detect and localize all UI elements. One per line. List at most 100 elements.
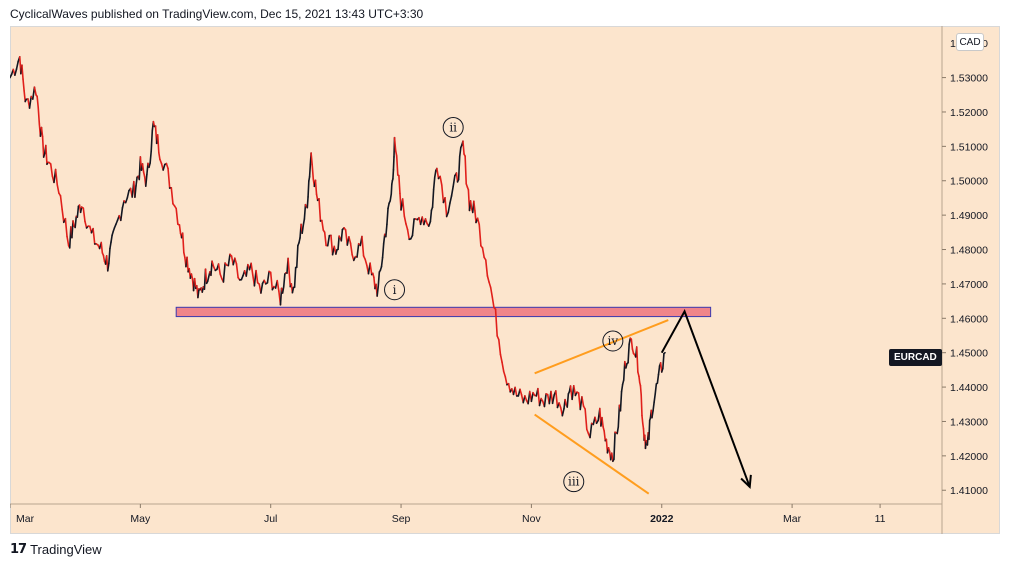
wave-label: ii (449, 120, 457, 134)
y-tick-label: 1.51000 (950, 141, 988, 153)
price-segment (56, 183, 60, 194)
price-segment (431, 188, 435, 209)
price-segment (376, 285, 380, 297)
price-segment (318, 198, 322, 222)
price-segment (486, 275, 490, 283)
price-segment (630, 338, 634, 350)
price-segment (64, 217, 68, 238)
price-segment (507, 382, 512, 393)
price-segment (170, 186, 174, 205)
price-segment (181, 232, 185, 254)
price-segment (488, 281, 492, 289)
price-segment (499, 353, 503, 364)
price-segment (476, 217, 481, 226)
price-segment (369, 262, 373, 276)
price-segment (395, 155, 399, 176)
price-segment (222, 262, 226, 283)
price-segment (382, 233, 386, 245)
price-segment (462, 140, 465, 155)
price-segment (473, 200, 476, 212)
price-segment (433, 169, 437, 179)
price-segment (321, 219, 325, 231)
price-segment (162, 163, 166, 171)
price-segment (40, 126, 44, 138)
price-segment (427, 220, 432, 227)
footer-branding[interactable]: 17 TradingView (10, 542, 102, 557)
wave-label: i (393, 283, 397, 297)
wave-label: iv (608, 334, 619, 348)
price-segment (514, 386, 518, 397)
price-segment (269, 271, 274, 291)
price-segment (543, 393, 547, 408)
tradingview-brand: TradingView (30, 542, 102, 557)
price-segment (206, 275, 210, 283)
y-tick-label: 1.42000 (950, 451, 988, 463)
price-segment (653, 393, 657, 403)
price-segment (102, 254, 106, 263)
price-segment (589, 422, 593, 439)
price-segment (584, 408, 588, 431)
price-segment (484, 259, 489, 277)
price-segment (124, 197, 129, 204)
symbol-price-label: EURCAD (889, 349, 942, 366)
x-tick-label: Mar (16, 513, 35, 525)
price-segment (310, 152, 313, 166)
price-segment (178, 224, 182, 235)
price-segment (524, 395, 528, 402)
price-segment (217, 263, 221, 275)
price-segment (142, 171, 146, 178)
price-segment (392, 169, 395, 180)
price-segment (613, 431, 616, 461)
wave-label-circle (602, 330, 624, 352)
price-segment (349, 242, 353, 256)
price-segment (266, 270, 270, 284)
price-segment (66, 235, 70, 247)
price-segment (301, 224, 305, 235)
price-segment (619, 390, 623, 412)
publish-info: CyclicalWaves published on TradingView.c… (10, 7, 424, 21)
price-segment (458, 146, 462, 158)
price-segment (432, 176, 436, 191)
price-segment (307, 180, 310, 198)
price-segment (572, 384, 577, 397)
price-segment (641, 422, 645, 430)
price-segment (481, 247, 485, 259)
price-segment (581, 396, 585, 407)
price-segment (165, 162, 169, 170)
price-segment (15, 60, 19, 70)
price-segment (193, 277, 197, 290)
price-segment (628, 337, 632, 345)
price-segment (54, 168, 59, 186)
price-segment (436, 167, 440, 180)
price-segment (126, 189, 130, 199)
price-segment (386, 207, 389, 226)
y-tick-label: 1.52000 (950, 107, 988, 119)
price-segment (84, 220, 88, 229)
price-segment (356, 242, 360, 258)
y-tick-label: 1.53000 (950, 73, 988, 85)
price-segment (61, 208, 65, 224)
price-segment (295, 244, 299, 269)
price-segment (398, 174, 401, 195)
y-tick-label: 1.46000 (950, 313, 988, 325)
wave-label-circle (384, 279, 406, 301)
x-tick-label: May (130, 513, 151, 525)
price-segment (323, 231, 327, 247)
price-segment (144, 173, 148, 187)
price-segment (149, 150, 153, 164)
price-segment (498, 338, 502, 356)
price-segment (182, 251, 186, 259)
price-segment (190, 273, 194, 280)
currency-badge[interactable]: CAD (956, 33, 984, 51)
price-segment (250, 262, 254, 276)
price-segment (276, 279, 280, 292)
price-segment (469, 200, 473, 210)
price-segment (652, 401, 655, 412)
price-segment (603, 430, 607, 442)
price-segment (361, 235, 365, 257)
price-segment (119, 207, 124, 222)
price-segment (45, 144, 48, 166)
x-tick-label: Jul (264, 513, 277, 525)
price-segment (281, 285, 285, 294)
